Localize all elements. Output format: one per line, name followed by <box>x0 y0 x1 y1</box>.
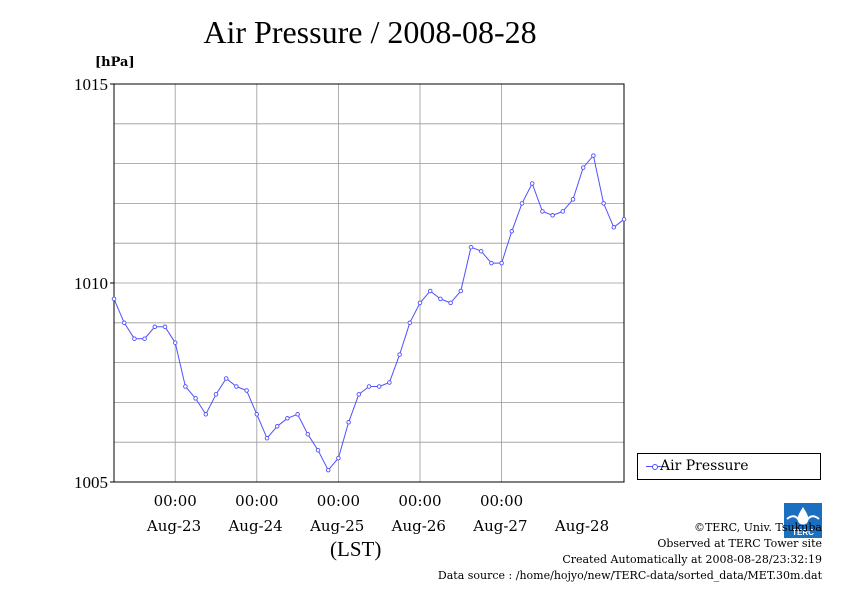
data-point <box>203 412 209 417</box>
data-point <box>468 244 474 250</box>
data-point <box>295 412 300 417</box>
data-point <box>325 467 331 473</box>
y-tick-label: 1010 <box>74 274 108 293</box>
chart-title: Air Pressure / 2008-08-28 <box>203 14 537 50</box>
data-point <box>438 296 443 302</box>
data-point <box>346 420 351 425</box>
data-point <box>285 416 290 421</box>
data-point <box>234 384 239 389</box>
credit-source: Data source : /home/hojyo/new/TERC-data/… <box>437 569 822 582</box>
y-tick-label: 1005 <box>74 473 108 492</box>
data-point <box>132 336 137 341</box>
data-point <box>315 447 321 453</box>
data-point <box>244 388 249 393</box>
data-point <box>305 431 311 437</box>
legend-marker-icon <box>652 464 658 470</box>
legend: Air Pressure <box>637 453 821 480</box>
data-point <box>427 288 433 294</box>
x-date-label: Aug-27 <box>472 517 527 535</box>
data-point <box>172 340 178 345</box>
series-air-pressure <box>111 153 627 473</box>
data-point <box>611 225 617 230</box>
data-point <box>397 352 402 357</box>
credit-created: Created Automatically at 2008-08-28/23:3… <box>562 553 822 566</box>
credits: ©TERC, Univ. Tsukuba Observed at TERC To… <box>438 520 822 584</box>
data-point <box>489 260 494 266</box>
x-date-label: Aug-28 <box>554 517 609 535</box>
data-point <box>223 376 229 381</box>
data-point <box>580 165 586 170</box>
data-point <box>499 260 504 266</box>
data-point <box>366 384 372 389</box>
credit-observed: Observed at TERC Tower site <box>657 537 822 550</box>
data-point <box>540 209 545 214</box>
data-point <box>264 435 270 441</box>
terc-logo-icon: TERC <box>784 503 822 538</box>
x-tick-label: 00:00 <box>235 492 278 510</box>
data-point <box>193 396 198 401</box>
data-point <box>121 320 127 326</box>
x-date-label: Aug-26 <box>391 517 446 535</box>
data-point <box>183 384 188 389</box>
x-date-label: Aug-25 <box>309 517 364 535</box>
x-date-label: Aug-23 <box>146 517 201 535</box>
data-point <box>407 320 413 326</box>
data-point <box>417 300 423 306</box>
data-point <box>458 288 464 294</box>
y-axis: 1005 1010 1015 <box>74 75 114 492</box>
data-point <box>509 229 515 234</box>
data-point <box>162 324 168 330</box>
data-point <box>356 392 362 397</box>
y-tick-label: 1015 <box>74 75 108 94</box>
x-axis: 00:00 00:00 00:00 00:00 00:00 Aug-23 Aug-24 Aug… <box>146 492 609 535</box>
data-point <box>387 380 392 385</box>
data-point <box>478 248 484 254</box>
data-point <box>570 197 576 202</box>
x-axis-label: (LST) <box>330 537 382 561</box>
x-tick-label: 00:00 <box>398 492 441 510</box>
credit-copyright: ©TERC, Univ. Tsukuba <box>693 521 822 534</box>
y-axis-unit: [hPa] <box>95 55 135 70</box>
data-point <box>621 217 627 222</box>
data-point <box>213 392 219 397</box>
data-point <box>591 153 596 158</box>
grid <box>114 84 624 482</box>
data-point <box>142 336 147 341</box>
data-point <box>274 424 280 429</box>
x-tick-label: 00:00 <box>154 492 197 510</box>
data-point <box>550 213 555 218</box>
legend-label: Air Pressure <box>660 458 749 474</box>
x-tick-label: 00:00 <box>317 492 360 510</box>
series-line <box>113 154 625 471</box>
data-point <box>254 412 260 417</box>
x-tick-label: 00:00 <box>480 492 523 510</box>
data-point <box>376 384 382 389</box>
data-point <box>448 300 453 306</box>
data-point <box>560 209 566 214</box>
data-point <box>601 201 606 206</box>
data-point <box>111 296 117 302</box>
logo-text: TERC <box>792 528 814 537</box>
data-point <box>152 324 158 330</box>
data-point <box>529 181 535 186</box>
data-point <box>519 201 525 206</box>
x-date-label: Aug-24 <box>227 517 282 535</box>
data-point <box>336 455 341 461</box>
